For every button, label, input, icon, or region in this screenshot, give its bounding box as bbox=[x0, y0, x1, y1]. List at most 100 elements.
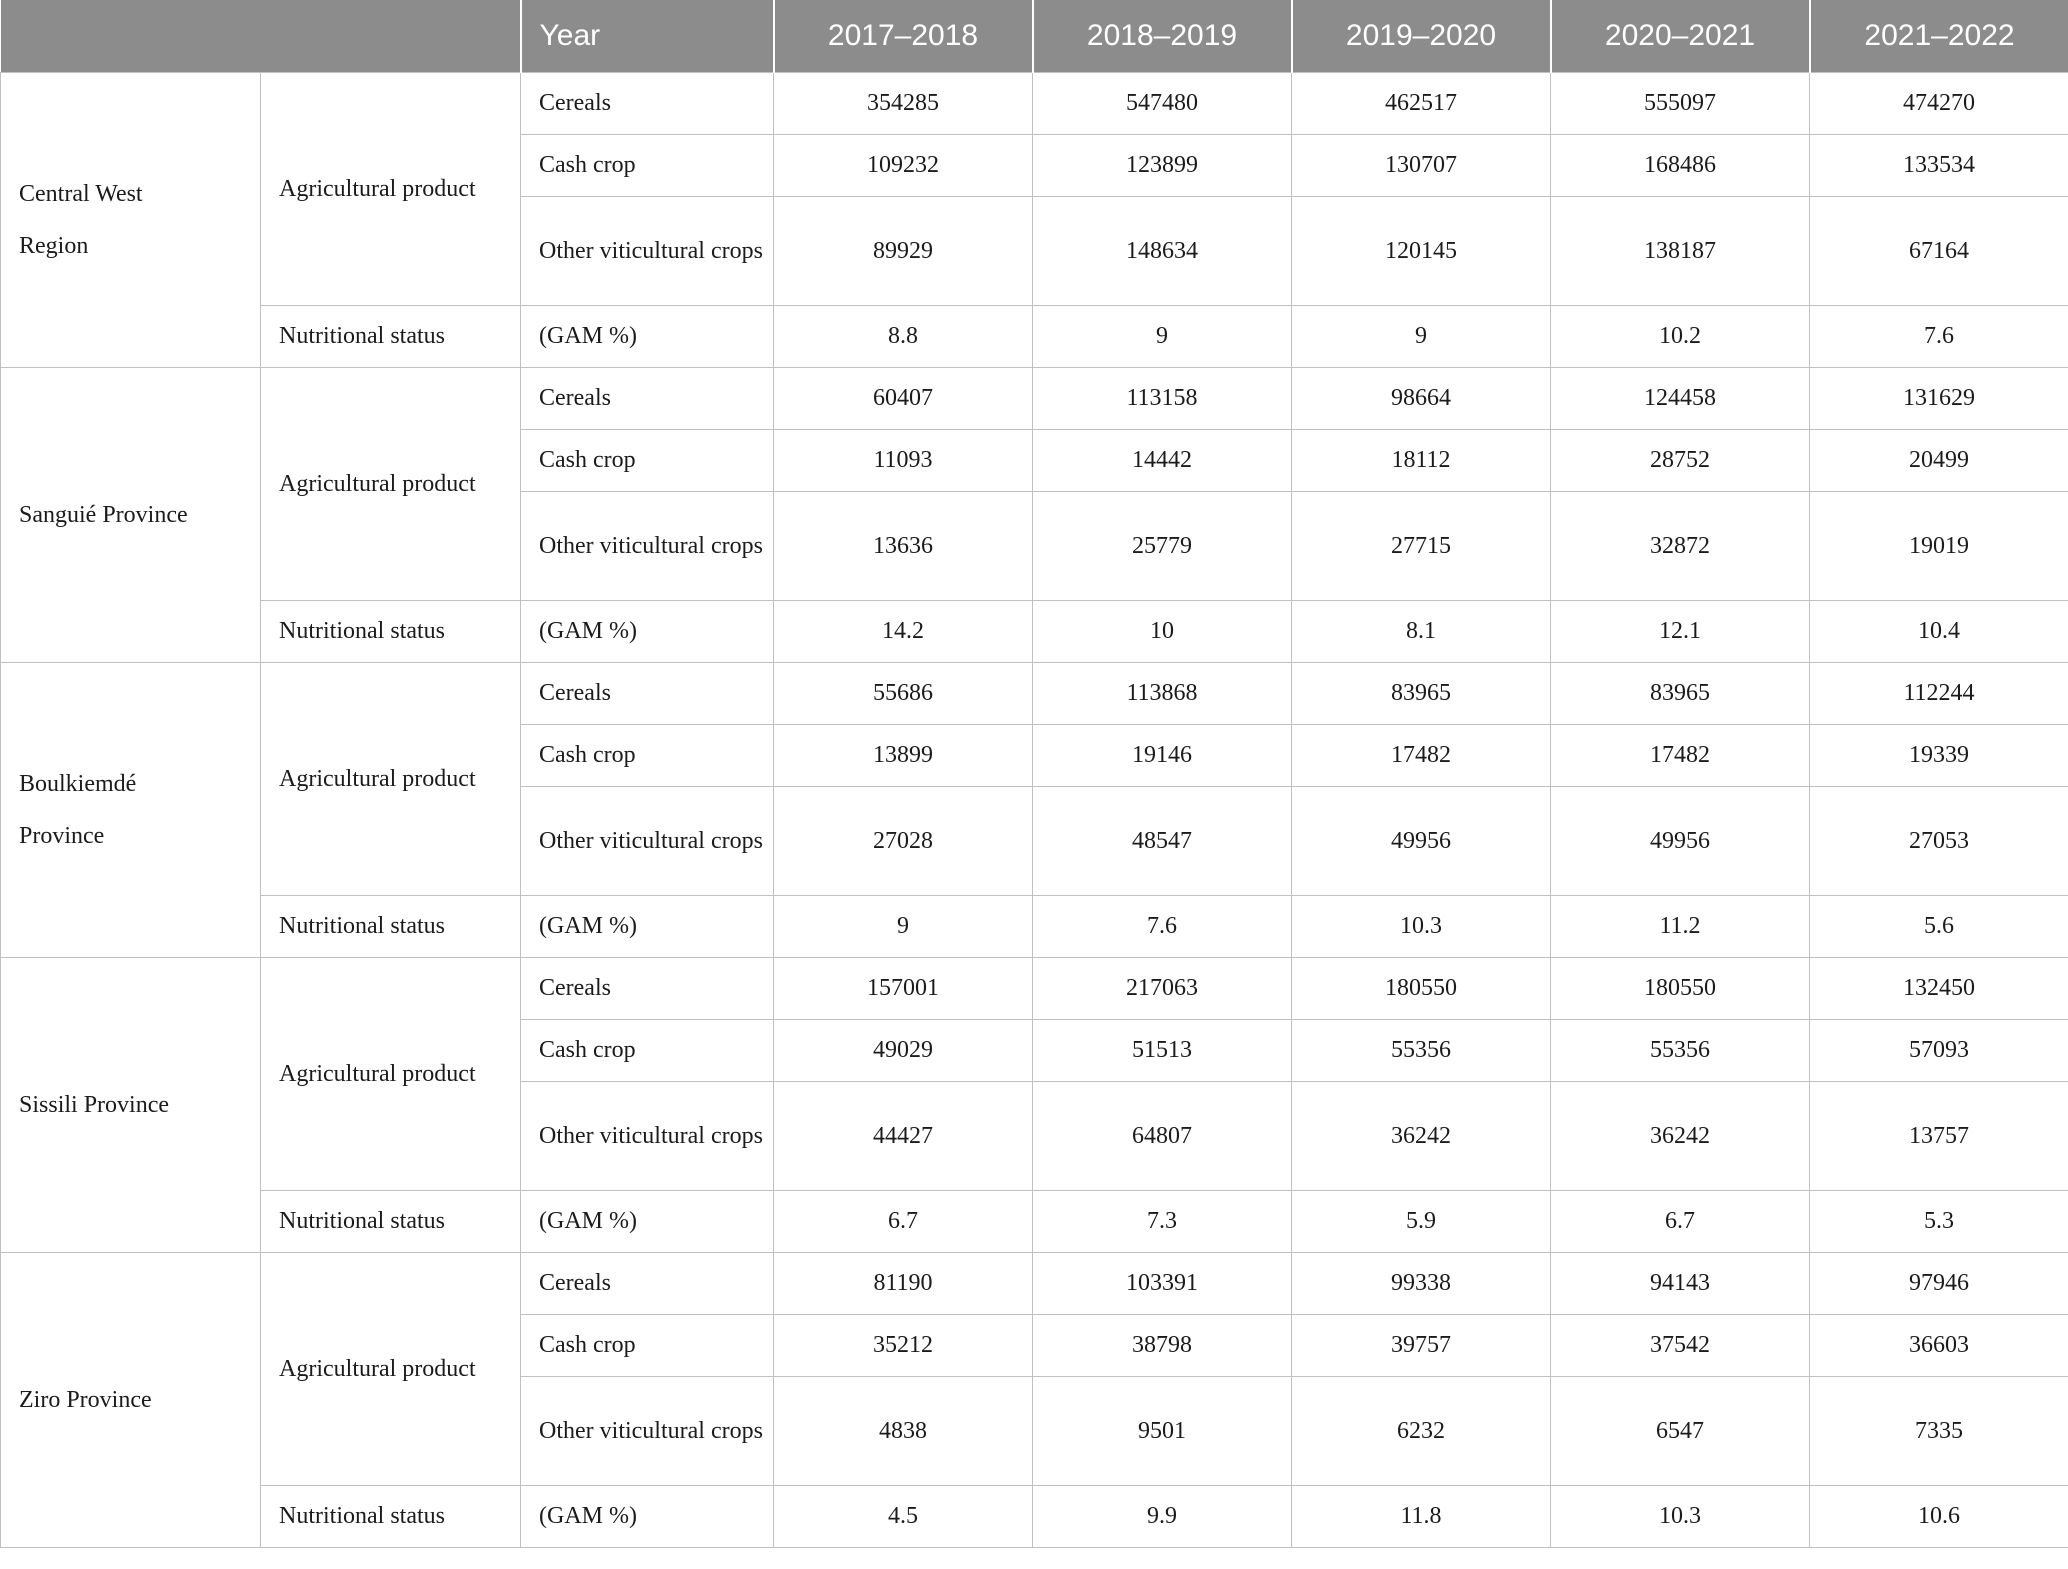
table-row: Sissili Province Agricultural product Cere… bbox=[0, 956, 2068, 1253]
value-cell: 217063 bbox=[1032, 956, 1292, 1020]
value-cell: 98664 bbox=[1291, 366, 1551, 430]
value-cell: 12.1 bbox=[1550, 599, 1810, 663]
header-year-label: Year bbox=[519, 0, 774, 72]
value-cell: 55686 bbox=[773, 661, 1033, 725]
region-name-cell: Sanguié Province bbox=[0, 366, 261, 663]
value-cell: 123899 bbox=[1032, 133, 1292, 197]
value-cell: 7335 bbox=[1809, 1375, 2068, 1486]
value-cell: 180550 bbox=[1550, 956, 1810, 1020]
value-cell: 4.5 bbox=[773, 1484, 1033, 1548]
product-cereals-cell: Cereals bbox=[520, 956, 774, 1020]
value-cell: 36242 bbox=[1291, 1080, 1551, 1191]
table-row: Ziro Province Agricultural product Cereals… bbox=[0, 1251, 2068, 1548]
value-cell: 49956 bbox=[1550, 785, 1810, 896]
value-cell: 7.6 bbox=[1809, 304, 2068, 368]
value-cell: 5.9 bbox=[1291, 1189, 1551, 1253]
value-cell: 6232 bbox=[1291, 1375, 1551, 1486]
table-row: Nutritional status (GAM %) 9 7.6 10.3 11.2 5.6 bbox=[1, 894, 2068, 958]
value-cell: 99338 bbox=[1291, 1251, 1551, 1315]
category-nutritional-status-cell: Nutritional status bbox=[260, 599, 521, 663]
value-cell: 83965 bbox=[1291, 661, 1551, 725]
value-cell: 9501 bbox=[1032, 1375, 1292, 1486]
value-cell: 9 bbox=[1032, 304, 1292, 368]
product-cereals-cell: Cereals bbox=[520, 1251, 774, 1315]
product-other-viticultural-crops-cell: Other viticultural crops bbox=[520, 1375, 774, 1486]
category-nutritional-status-cell: Nutritional status bbox=[260, 1484, 521, 1548]
product-gam-cell: (GAM %) bbox=[520, 1484, 774, 1548]
table-row: Cash crop 109232 123899 130707 168486 133534 bbox=[1, 133, 2068, 197]
product-other-viticultural-crops-cell: Other viticultural crops bbox=[520, 1080, 774, 1191]
value-cell: 39757 bbox=[1291, 1313, 1551, 1377]
category-agricultural-product-cell: Agricultural product bbox=[260, 1251, 521, 1486]
table-row: Other viticultural crops 4838 9501 6232 6547… bbox=[1, 1375, 2068, 1486]
value-cell: 19019 bbox=[1809, 490, 2068, 601]
table-row: Other viticultural crops 27028 48547 49956 4… bbox=[1, 785, 2068, 896]
value-cell: 354285 bbox=[773, 71, 1033, 135]
value-cell: 11.8 bbox=[1291, 1484, 1551, 1548]
product-gam-cell: (GAM %) bbox=[520, 1189, 774, 1253]
table-row: Other viticultural crops 89929 148634 12014… bbox=[1, 195, 2068, 306]
value-cell: 97946 bbox=[1809, 1251, 2068, 1315]
value-cell: 148634 bbox=[1032, 195, 1292, 306]
product-gam-cell: (GAM %) bbox=[520, 894, 774, 958]
value-cell: 17482 bbox=[1550, 723, 1810, 787]
category-nutritional-status-cell: Nutritional status bbox=[260, 894, 521, 958]
value-cell: 9.9 bbox=[1032, 1484, 1292, 1548]
table-row: Cash crop 49029 51513 55356 55356 57093 bbox=[1, 1018, 2068, 1082]
table-row: Central West Region Agricultural product C… bbox=[0, 71, 2068, 368]
product-other-viticultural-crops-cell: Other viticultural crops bbox=[520, 785, 774, 896]
value-cell: 19339 bbox=[1809, 723, 2068, 787]
value-cell: 8.8 bbox=[773, 304, 1033, 368]
value-cell: 7.3 bbox=[1032, 1189, 1292, 1253]
region-name-cell: Sissili Province bbox=[0, 956, 261, 1253]
value-cell: 10.3 bbox=[1550, 1484, 1810, 1548]
header-year-cell: 2021–2022 bbox=[1808, 0, 2068, 72]
value-cell: 4838 bbox=[773, 1375, 1033, 1486]
value-cell: 64807 bbox=[1032, 1080, 1292, 1191]
value-cell: 67164 bbox=[1809, 195, 2068, 306]
value-cell: 18112 bbox=[1291, 428, 1551, 492]
value-cell: 55356 bbox=[1550, 1018, 1810, 1082]
value-cell: 5.6 bbox=[1809, 894, 2068, 958]
value-cell: 13899 bbox=[773, 723, 1033, 787]
value-cell: 55356 bbox=[1291, 1018, 1551, 1082]
value-cell: 28752 bbox=[1550, 428, 1810, 492]
value-cell: 462517 bbox=[1291, 71, 1551, 135]
value-cell: 48547 bbox=[1032, 785, 1292, 896]
value-cell: 89929 bbox=[773, 195, 1033, 306]
value-cell: 130707 bbox=[1291, 133, 1551, 197]
value-cell: 124458 bbox=[1550, 366, 1810, 430]
table-row: Nutritional status (GAM %) 8.8 9 9 10.2 7.6 bbox=[1, 304, 2068, 368]
category-agricultural-product-cell: Agricultural product bbox=[260, 661, 521, 896]
value-cell: 11.2 bbox=[1550, 894, 1810, 958]
header-year-cell: 2018–2019 bbox=[1031, 0, 1292, 72]
header-year-cell: 2019–2020 bbox=[1290, 0, 1551, 72]
value-cell: 103391 bbox=[1032, 1251, 1292, 1315]
value-cell: 168486 bbox=[1550, 133, 1810, 197]
value-cell: 6.7 bbox=[1550, 1189, 1810, 1253]
value-cell: 133534 bbox=[1809, 133, 2068, 197]
value-cell: 132450 bbox=[1809, 956, 2068, 1020]
product-other-viticultural-crops-cell: Other viticultural crops bbox=[520, 195, 774, 306]
table-row: Nutritional status (GAM %) 14.2 10 8.1 12.1 10… bbox=[1, 599, 2068, 663]
header-row: Year 2017–2018 2018–2019 2019–2020 2020–… bbox=[0, 0, 2068, 72]
value-cell: 57093 bbox=[1809, 1018, 2068, 1082]
value-cell: 13757 bbox=[1809, 1080, 2068, 1191]
value-cell: 7.6 bbox=[1032, 894, 1292, 958]
value-cell: 44427 bbox=[773, 1080, 1033, 1191]
value-cell: 14442 bbox=[1032, 428, 1292, 492]
value-cell: 9 bbox=[773, 894, 1033, 958]
product-cereals-cell: Cereals bbox=[520, 366, 774, 430]
value-cell: 138187 bbox=[1550, 195, 1810, 306]
value-cell: 36603 bbox=[1809, 1313, 2068, 1377]
header-year-cell: 2017–2018 bbox=[772, 0, 1033, 72]
value-cell: 10.4 bbox=[1809, 599, 2068, 663]
product-cereals-cell: Cereals bbox=[520, 71, 774, 135]
value-cell: 37542 bbox=[1550, 1313, 1810, 1377]
table-row: Other viticultural crops 44427 64807 36242 3… bbox=[1, 1080, 2068, 1191]
product-cash-crop-cell: Cash crop bbox=[520, 1018, 774, 1082]
value-cell: 112244 bbox=[1809, 661, 2068, 725]
value-cell: 474270 bbox=[1809, 71, 2068, 135]
